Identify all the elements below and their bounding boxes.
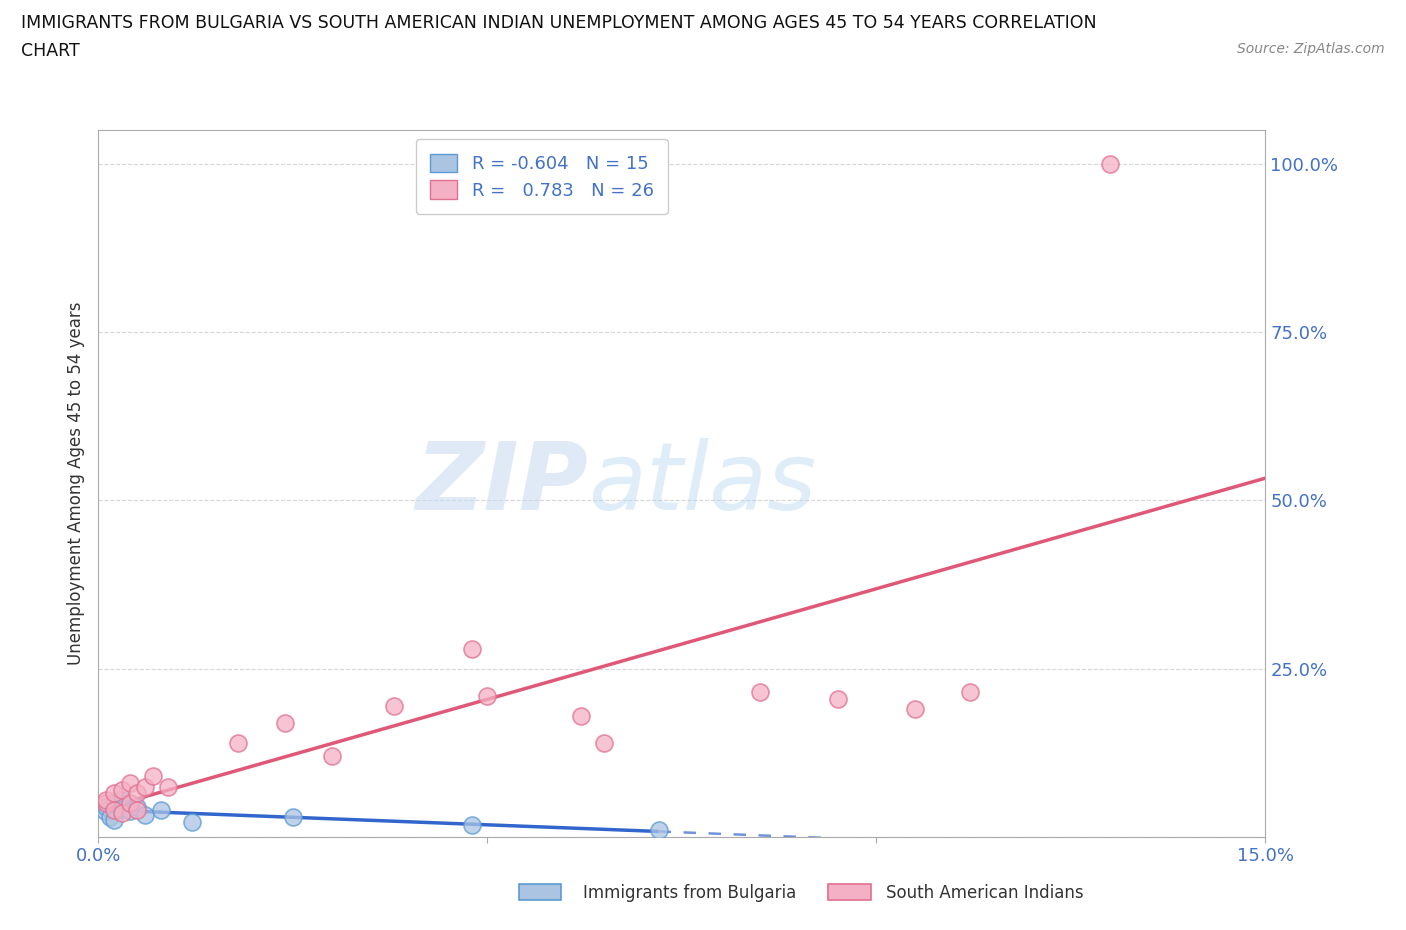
Point [118,804,141,818]
Point [461,817,484,832]
Point [281,809,304,824]
Point [149,803,172,817]
Point [647,823,669,838]
Point [904,701,927,716]
Point [103,813,125,828]
Point [103,786,125,801]
Text: CHART: CHART [21,42,80,60]
Text: atlas: atlas [589,438,817,529]
Point [748,684,770,699]
Point [111,802,134,817]
Point [127,786,149,801]
Point [103,796,125,811]
Text: Immigrants from Bulgaria: Immigrants from Bulgaria [583,884,797,902]
Point [98,809,121,824]
Point [134,779,156,794]
Point [593,736,616,751]
Point [461,641,484,656]
Point [111,806,134,821]
Point [321,749,343,764]
Point [959,684,981,699]
Point [127,799,149,814]
Point [93,804,115,818]
Text: ZIP: ZIP [416,438,589,529]
Point [180,815,202,830]
Point [96,799,118,814]
Point [827,692,849,707]
Point [118,796,141,811]
Bar [828,884,870,900]
Legend: R = -0.604   N = 15, R =   0.783   N = 26: R = -0.604 N = 15, R = 0.783 N = 26 [416,140,668,214]
Point [103,803,125,817]
Point [96,796,118,811]
Point [111,782,134,797]
Text: IMMIGRANTS FROM BULGARIA VS SOUTH AMERICAN INDIAN UNEMPLOYMENT AMONG AGES 45 TO : IMMIGRANTS FROM BULGARIA VS SOUTH AMERIC… [21,14,1097,32]
Point [228,736,250,751]
Point [142,769,165,784]
Bar [519,884,561,900]
Point [96,792,118,807]
Point [1098,156,1121,171]
Point [569,709,592,724]
Point [477,688,499,703]
Point [111,792,134,807]
Y-axis label: Unemployment Among Ages 45 to 54 years: Unemployment Among Ages 45 to 54 years [67,302,86,665]
Point [127,803,149,817]
Text: Source: ZipAtlas.com: Source: ZipAtlas.com [1237,42,1385,56]
Point [274,715,297,730]
Point [134,808,156,823]
Text: South American Indians: South American Indians [886,884,1084,902]
Point [157,779,180,794]
Point [382,698,405,713]
Point [118,776,141,790]
